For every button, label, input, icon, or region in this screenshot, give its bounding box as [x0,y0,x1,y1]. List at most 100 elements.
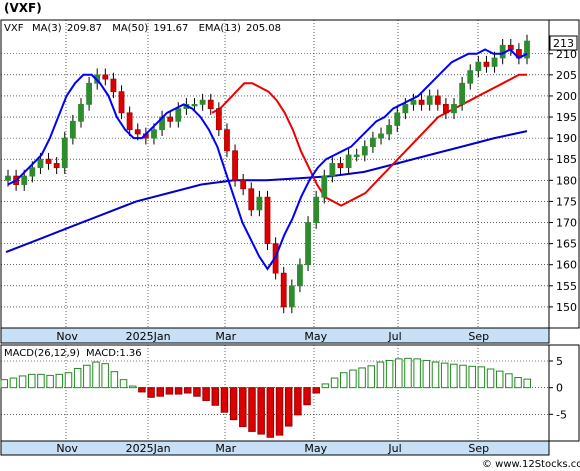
candle-down [443,103,449,114]
date-axis-label: Jul [387,442,401,455]
price-tick-label: 200 [556,90,577,103]
candle-down [110,78,117,93]
macd-bar-positive [413,358,421,389]
macd-title: MACD(26,12,9) [4,348,80,359]
macd-bar-negative [248,387,256,432]
candle-down [207,99,214,110]
candle-down [118,91,125,114]
macd-bar-positive [64,372,73,389]
macd-bar-negative [294,387,302,416]
candle-down [45,158,52,164]
price-tick-label: 195 [556,111,577,124]
date-axis-label: 2025Jan [126,442,171,455]
macd-bar-negative [174,387,183,395]
ema13-series-line [211,73,527,207]
macd-bar-negative [138,387,146,393]
candle-up [475,61,482,72]
indicator-name: MA(3) [32,23,62,34]
indicator-name: MA(50) [112,23,148,34]
price-tick-label: 155 [556,280,577,293]
candle-down [134,129,141,135]
candle-up [524,40,530,59]
candle-down [232,150,238,181]
indicator-name: EMA(13) [199,23,241,34]
price-tick-label: 185 [556,153,577,166]
macd-bar-negative [275,387,284,436]
macd-bar-negative [229,387,238,421]
macd-axis-strip [548,344,580,442]
candle-up [394,112,401,126]
candle-down [167,116,174,122]
macd-bar-positive [367,365,376,389]
macd-bar-positive [440,362,449,389]
macd-bar-positive [28,373,36,389]
macd-bar-positive [339,372,348,389]
macd-bar-positive [46,374,54,389]
macd-bar-positive [404,357,412,389]
macd-histogram [0,357,531,438]
candle-down [126,112,133,131]
indicator-legend: MA(3) 209.87 MA(50) 191.67 EMA(13) 205.08 [32,23,281,34]
macd-bar-positive [101,363,109,389]
candle-down [215,108,222,131]
candle-down [248,188,255,211]
candle-up [386,125,393,135]
price-axis-strip [548,19,580,329]
price-tick-label: 165 [556,238,577,251]
candle-down [264,196,271,245]
candles [5,34,530,314]
ema13-line [211,73,527,207]
macd-bar-negative [184,387,192,394]
candle-up [491,57,498,67]
candle-up [451,103,457,114]
footer-credit: © www.12Stocks.com [482,459,580,470]
macd-value-label: MACD:1.36 [86,348,142,359]
candle-down [337,163,344,169]
macd-y-ticks: 5 0 -5 [549,355,567,421]
macd-bar-positive [119,379,128,389]
macd-bar-positive [18,375,27,389]
price-tick-label: 190 [556,132,577,145]
candle-up [175,108,182,122]
macd-panel [0,344,550,442]
price-grid [1,20,549,328]
macd-bar-negative [156,387,164,397]
indicator-value: 209.87 [67,23,102,34]
candle-up [86,82,92,105]
macd-bar-positive [83,364,91,389]
ma3-series-line [7,48,528,271]
candle-up [345,154,352,169]
date-axis-label: May [304,330,327,343]
date-axis-label: Mar [215,330,236,343]
candle-up [61,137,68,169]
macd-bar-positive [505,373,513,389]
candle-down [280,272,287,308]
macd-bar-positive [330,377,339,389]
price-date-axis [0,327,550,344]
macd-bar-negative [165,387,174,395]
macd-bar-positive [9,377,18,389]
chart-title: (VXF) [4,1,42,15]
macd-bar-positive [92,361,100,389]
date-axis-label: Nov [56,442,78,455]
macd-bar-positive [514,377,522,389]
ma50-series-line [5,130,528,254]
ma3-line [7,48,528,271]
price-tick-label: 180 [556,174,577,187]
candle-down [483,61,490,67]
candle-up [199,99,206,105]
price-tick-label: 210 [556,48,577,61]
macd-tick-label: -5 [556,408,567,421]
price-panel [0,19,550,329]
candle-up [78,103,84,122]
price-tick-label: 170 [556,217,577,230]
macd-bar-positive [349,369,357,389]
macd-bar-positive [128,385,137,389]
macd-bar-negative [239,387,247,428]
last-price-badge [549,35,578,51]
macd-bar-negative [147,387,155,398]
candle-up [410,99,417,105]
candle-up [370,137,376,147]
candle-down [240,179,247,190]
